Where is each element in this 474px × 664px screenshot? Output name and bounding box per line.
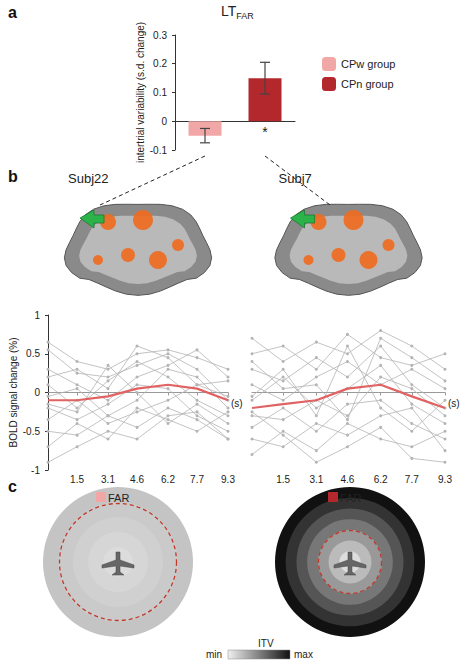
svg-text:intertrial variability (s.d. c: intertrial variability (s.d. change) bbox=[135, 22, 146, 163]
svg-text:(s): (s) bbox=[448, 398, 460, 409]
svg-text:BOLD signal change (%): BOLD signal change (%) bbox=[8, 337, 19, 447]
svg-text:3.1: 3.1 bbox=[101, 474, 115, 485]
svg-text:1.5: 1.5 bbox=[276, 474, 290, 485]
svg-text:1.5: 1.5 bbox=[70, 474, 84, 485]
svg-text:3.1: 3.1 bbox=[309, 474, 323, 485]
svg-text:6.2: 6.2 bbox=[374, 474, 388, 485]
svg-text:Subj7: Subj7 bbox=[278, 171, 312, 186]
svg-text:0: 0 bbox=[34, 387, 40, 398]
svg-text:0.5: 0.5 bbox=[26, 348, 40, 359]
svg-text:CPn group: CPn group bbox=[341, 78, 394, 90]
svg-text:(s): (s) bbox=[231, 398, 243, 409]
svg-text:-0.1: -0.1 bbox=[150, 145, 168, 156]
svg-text:Subj22: Subj22 bbox=[68, 171, 108, 186]
svg-text:7.7: 7.7 bbox=[190, 474, 204, 485]
svg-text:CPw group: CPw group bbox=[341, 58, 395, 70]
svg-text:c: c bbox=[8, 478, 17, 495]
svg-text:-0.5: -0.5 bbox=[23, 426, 41, 437]
svg-text:b: b bbox=[8, 168, 18, 185]
svg-text:9.3: 9.3 bbox=[221, 474, 235, 485]
svg-text:7.7: 7.7 bbox=[405, 474, 419, 485]
svg-text:0: 0 bbox=[161, 116, 167, 127]
svg-text:FAR: FAR bbox=[340, 492, 361, 504]
svg-text:LT: LT bbox=[221, 3, 237, 19]
svg-text:9.3: 9.3 bbox=[438, 474, 452, 485]
svg-text:-1: -1 bbox=[31, 465, 40, 476]
svg-text:4.6: 4.6 bbox=[341, 474, 355, 485]
svg-text:min: min bbox=[206, 649, 222, 660]
svg-text:FAR: FAR bbox=[236, 11, 254, 21]
svg-text:FAR: FAR bbox=[108, 492, 129, 504]
svg-text:a: a bbox=[8, 4, 17, 21]
svg-text:ITV: ITV bbox=[258, 638, 274, 649]
svg-text:0.3: 0.3 bbox=[153, 30, 167, 41]
svg-text:0.2: 0.2 bbox=[153, 58, 167, 69]
svg-text:1: 1 bbox=[34, 310, 40, 321]
svg-text:0.1: 0.1 bbox=[153, 87, 167, 98]
svg-text:6.2: 6.2 bbox=[161, 474, 175, 485]
svg-text:max: max bbox=[294, 649, 313, 660]
svg-text:*: * bbox=[262, 124, 268, 140]
svg-text:4.6: 4.6 bbox=[130, 474, 144, 485]
